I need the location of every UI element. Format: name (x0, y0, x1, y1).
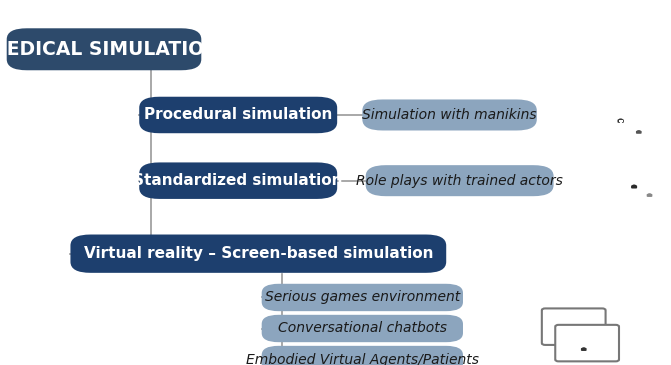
Circle shape (637, 130, 641, 132)
FancyBboxPatch shape (140, 97, 337, 133)
FancyBboxPatch shape (647, 194, 652, 197)
FancyBboxPatch shape (7, 28, 201, 70)
FancyBboxPatch shape (542, 308, 605, 345)
Text: Conversational chatbots: Conversational chatbots (278, 322, 447, 335)
FancyBboxPatch shape (636, 131, 641, 134)
FancyBboxPatch shape (362, 99, 537, 130)
Circle shape (632, 185, 636, 187)
Text: Virtual reality – Screen-based simulation: Virtual reality – Screen-based simulatio… (84, 246, 433, 261)
Circle shape (648, 193, 652, 195)
FancyBboxPatch shape (140, 162, 337, 199)
Text: Standardized simulation: Standardized simulation (134, 173, 343, 188)
FancyBboxPatch shape (617, 119, 624, 123)
Text: Procedural simulation: Procedural simulation (144, 107, 332, 123)
Circle shape (582, 347, 586, 349)
FancyBboxPatch shape (581, 348, 586, 351)
Text: Simulation with manikins: Simulation with manikins (362, 108, 537, 122)
FancyBboxPatch shape (556, 325, 619, 361)
FancyBboxPatch shape (366, 165, 554, 196)
FancyBboxPatch shape (262, 315, 463, 342)
FancyBboxPatch shape (631, 185, 637, 188)
Text: Serious games environment: Serious games environment (265, 291, 460, 304)
FancyBboxPatch shape (70, 235, 446, 273)
Text: Role plays with trained actors: Role plays with trained actors (356, 174, 563, 188)
Text: Embodied Virtual Agents/Patients: Embodied Virtual Agents/Patients (246, 353, 479, 365)
FancyBboxPatch shape (262, 284, 463, 311)
Circle shape (619, 119, 623, 121)
FancyBboxPatch shape (262, 346, 463, 365)
Text: MEDICAL SIMULATION: MEDICAL SIMULATION (0, 40, 220, 59)
